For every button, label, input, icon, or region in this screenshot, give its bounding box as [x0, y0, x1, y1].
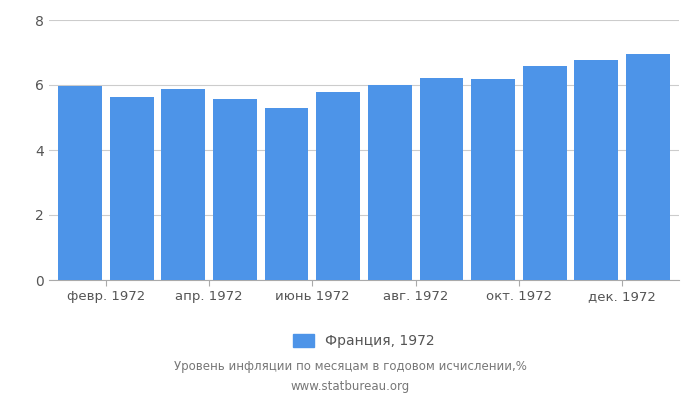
Bar [626, 54, 670, 280]
Bar [316, 92, 360, 280]
Bar [213, 99, 257, 280]
Bar [58, 86, 102, 280]
Bar [110, 97, 153, 280]
Bar [575, 60, 618, 280]
Bar [419, 78, 463, 280]
Bar [265, 108, 309, 280]
Bar [161, 89, 205, 280]
Bar [471, 79, 515, 280]
Text: www.statbureau.org: www.statbureau.org [290, 380, 410, 393]
Legend: Франция, 1972: Франция, 1972 [288, 328, 440, 354]
Bar [368, 85, 412, 280]
Text: Уровень инфляции по месяцам в годовом исчислении,%: Уровень инфляции по месяцам в годовом ис… [174, 360, 526, 373]
Bar [523, 66, 567, 280]
